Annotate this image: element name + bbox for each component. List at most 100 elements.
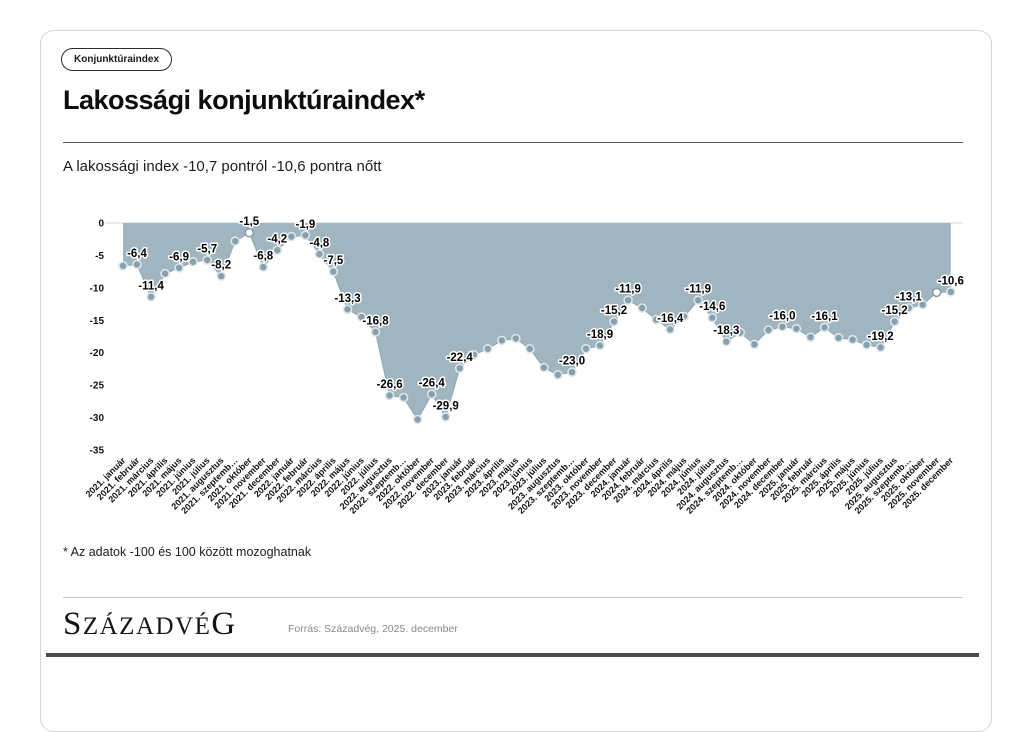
data-point[interactable] <box>595 340 605 351</box>
data-point[interactable] <box>553 369 563 380</box>
y-tick-label: -5 <box>95 251 104 262</box>
data-point[interactable] <box>623 295 633 306</box>
data-point[interactable] <box>230 236 240 246</box>
data-point[interactable] <box>861 340 872 350</box>
data-point[interactable] <box>188 257 198 267</box>
data-point-label: -1,5 <box>239 216 259 228</box>
data-point[interactable] <box>525 343 535 354</box>
data-point[interactable] <box>314 249 325 259</box>
data-point[interactable] <box>735 327 746 338</box>
data-point-label: -13,1 <box>896 292 923 304</box>
y-tick-label: -25 <box>90 381 105 392</box>
data-point[interactable] <box>384 390 395 401</box>
data-point-label: -15,2 <box>601 305 627 317</box>
data-point[interactable] <box>651 314 661 325</box>
data-point-markers[interactable] <box>118 227 956 425</box>
y-axis-labels: 0 -5 -10 -15 -20 -25 -30 -35 <box>90 219 105 457</box>
data-point[interactable] <box>412 414 423 425</box>
data-point-label: -26,4 <box>419 378 446 390</box>
data-point-label: -8,2 <box>211 260 231 272</box>
data-point[interactable] <box>637 303 647 313</box>
data-point-label: -22,4 <box>447 352 474 364</box>
data-point[interactable] <box>356 312 367 322</box>
data-point[interactable] <box>819 322 830 333</box>
footer-divider <box>63 597 963 598</box>
data-point-labels: -6,4 -11,4 -6,9 -5,7 -8,2 -1,5 -6,8 -4,2 -1,9 -4,… <box>126 215 966 414</box>
data-point[interactable] <box>216 271 226 282</box>
data-point[interactable] <box>721 336 732 347</box>
data-point[interactable] <box>174 262 184 273</box>
source-caption: Forrás: Századvég, 2025. december <box>288 623 458 635</box>
data-point[interactable] <box>342 304 353 315</box>
data-point-label: -16,0 <box>769 310 795 322</box>
data-point[interactable] <box>132 259 142 270</box>
y-tick-label: -15 <box>90 316 105 327</box>
data-point[interactable] <box>426 389 437 400</box>
data-point[interactable] <box>567 367 577 378</box>
category-badge[interactable]: Konjunktúraindex <box>61 48 173 71</box>
data-point[interactable] <box>146 292 156 302</box>
data-point[interactable] <box>160 268 170 279</box>
data-point[interactable] <box>791 323 802 334</box>
logo-letters-middle: ZÁZADVÉ <box>82 613 212 640</box>
data-point[interactable] <box>609 316 619 327</box>
data-point[interactable] <box>258 262 269 272</box>
data-point-label: -11,9 <box>685 284 711 296</box>
data-point[interactable] <box>440 412 451 422</box>
data-point[interactable] <box>482 343 493 354</box>
chart-area[interactable]: 0 -5 -10 -15 -20 -25 -30 -35 2021. január 2021. f… <box>84 206 976 541</box>
data-point[interactable] <box>286 231 297 242</box>
data-point[interactable] <box>749 339 760 350</box>
data-point[interactable] <box>889 316 900 327</box>
footer-rule <box>46 653 979 657</box>
data-point[interactable] <box>847 334 858 345</box>
data-point-label: -23,0 <box>559 356 585 368</box>
data-point[interactable] <box>875 342 886 353</box>
data-point-label: -14,6 <box>699 301 725 313</box>
data-point[interactable] <box>693 295 704 306</box>
data-point[interactable] <box>202 255 212 265</box>
data-point[interactable] <box>665 324 676 335</box>
data-point[interactable] <box>454 363 465 374</box>
data-point-label: -1,9 <box>295 219 315 231</box>
data-point[interactable] <box>328 266 339 277</box>
y-tick-label: 0 <box>98 219 104 230</box>
chart-subtitle: A lakossági index -10,7 pontról -10,6 po… <box>63 158 382 175</box>
data-point[interactable] <box>945 286 956 297</box>
data-point[interactable] <box>370 327 381 337</box>
data-point[interactable] <box>539 362 549 373</box>
data-point[interactable] <box>496 335 507 346</box>
data-point[interactable] <box>118 260 128 271</box>
data-point-label: -19,2 <box>867 331 893 343</box>
data-point[interactable] <box>917 299 928 310</box>
data-point-label: -11,9 <box>615 284 641 296</box>
data-point[interactable] <box>510 333 521 344</box>
data-point[interactable] <box>903 303 914 313</box>
data-point[interactable] <box>244 227 255 238</box>
data-point[interactable] <box>931 287 942 298</box>
data-point[interactable] <box>300 230 311 241</box>
chart-footnote: * Az adatok -100 és 100 között mozoghatn… <box>63 545 312 559</box>
page-title: Lakossági konjunktúraindex* <box>63 85 425 115</box>
data-point[interactable] <box>272 245 283 255</box>
data-point[interactable] <box>777 321 788 332</box>
data-point[interactable] <box>707 312 718 323</box>
data-point-label: -13,3 <box>334 293 360 305</box>
data-point[interactable] <box>763 325 774 335</box>
data-point[interactable] <box>468 349 479 360</box>
data-point-label: -16,1 <box>811 311 838 323</box>
data-point[interactable] <box>833 332 844 343</box>
chart-card: Konjunktúraindex Lakossági konjunktúrain… <box>40 30 992 732</box>
data-point[interactable] <box>398 392 409 403</box>
data-point-label: -26,6 <box>376 379 402 391</box>
data-point[interactable] <box>581 343 591 354</box>
data-point[interactable] <box>805 332 816 343</box>
data-point-label: -18,3 <box>713 325 739 337</box>
data-point-label: -16,8 <box>362 316 389 328</box>
data-point-label: -10,6 <box>938 275 964 287</box>
data-point[interactable] <box>679 311 690 322</box>
data-point-label: -6,4 <box>127 248 147 260</box>
data-point-label: -11,4 <box>138 280 164 292</box>
data-point-label: -6,9 <box>169 251 189 263</box>
